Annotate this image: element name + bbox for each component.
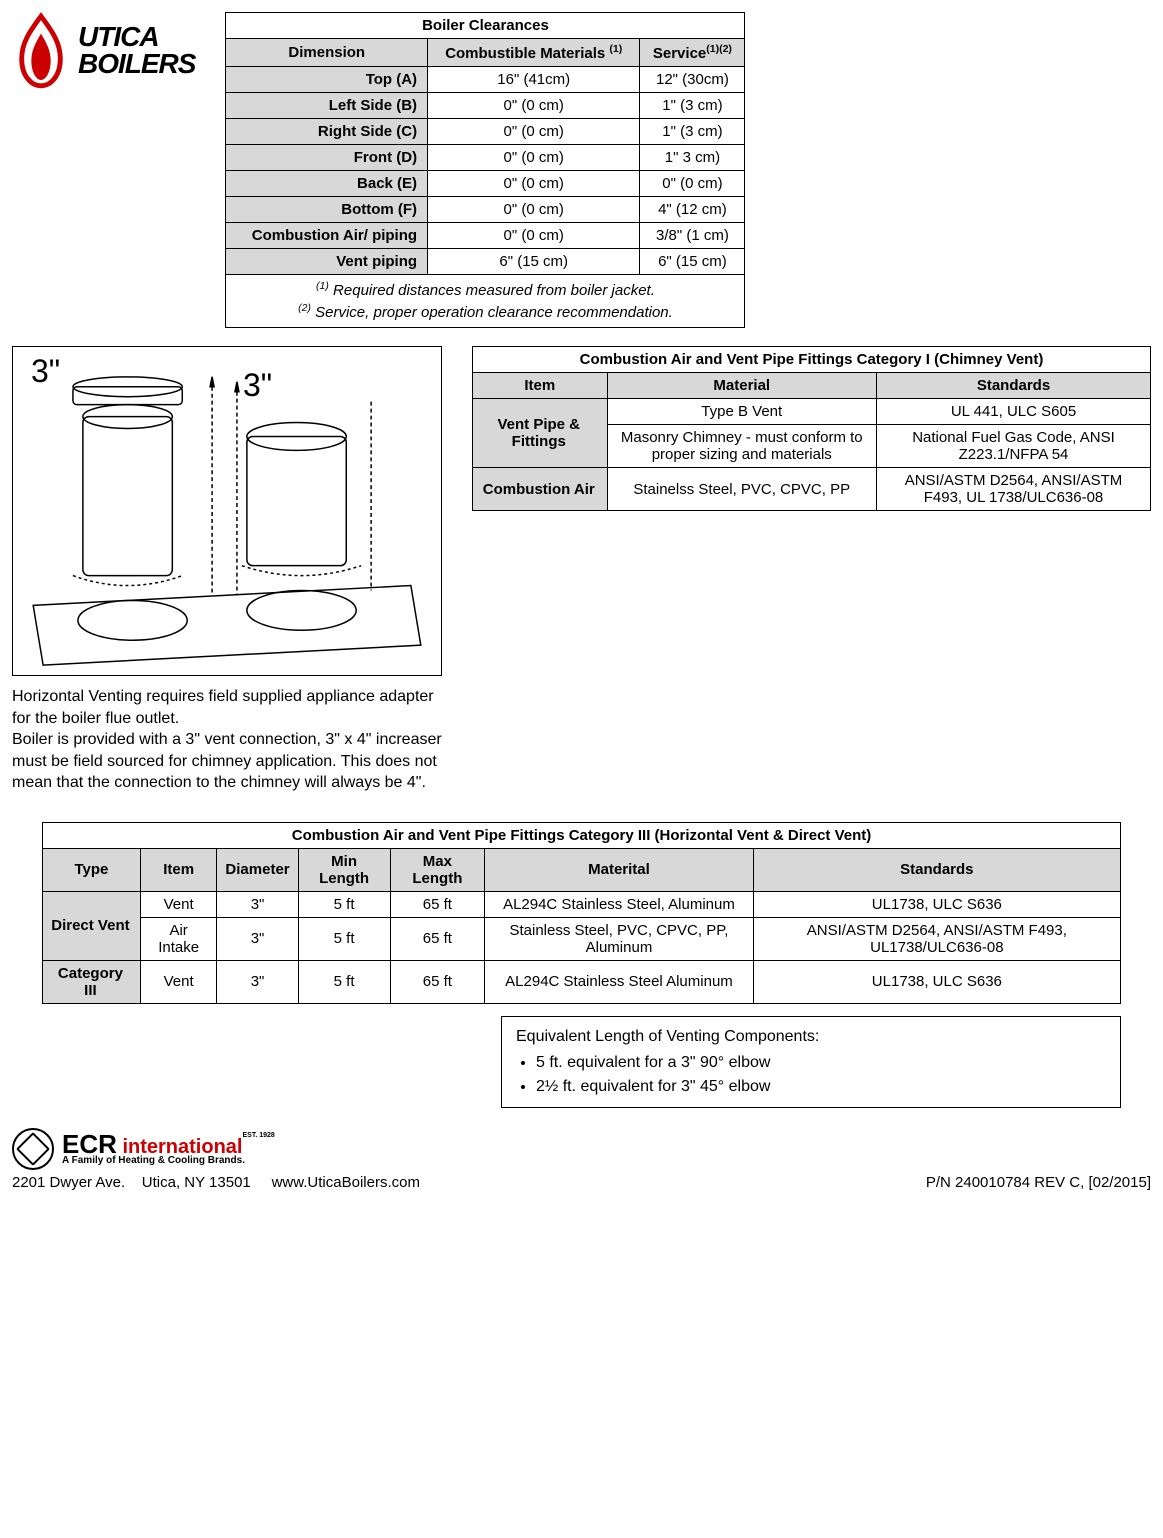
cat3-hdr-min: Min Length — [298, 848, 390, 891]
clearance-combustible: 0" (0 cm) — [428, 197, 640, 223]
logo-line1: UTICA — [78, 24, 195, 51]
clearances-table: Boiler Clearances Dimension Combustible … — [225, 12, 745, 328]
ecr-logo: ECR internationalEST. 1928 A Family of H… — [12, 1128, 420, 1170]
clearance-combustible: 16" (41cm) — [428, 67, 640, 93]
cat3-r0-item: Vent — [140, 891, 217, 917]
ecr-tagline: A Family of Heating & Cooling Brands. — [62, 1156, 275, 1165]
clearance-service: 1" (3 cm) — [640, 119, 745, 145]
cat1-r3-m: Stainelss Steel, PVC, CPVC, PP — [607, 468, 877, 511]
cat3-r0-std: UL1738, ULC S636 — [753, 891, 1120, 917]
clearances-title: Boiler Clearances — [226, 13, 745, 39]
dim-left: 3" — [31, 353, 60, 390]
cat3-r2-item: Vent — [140, 960, 217, 1003]
cat1-table: Combustion Air and Vent Pipe Fittings Ca… — [472, 346, 1151, 511]
cat1-hdr-standards: Standards — [877, 373, 1151, 399]
cat3-r1-mat: Stainless Steel, PVC, CPVC, PP, Aluminum — [485, 917, 753, 960]
cat1-r2-s: National Fuel Gas Code, ANSI Z223.1/NFPA… — [877, 425, 1151, 468]
clearance-service: 1" (3 cm) — [640, 93, 745, 119]
equiv-title: Equivalent Length of Venting Components: — [516, 1025, 1106, 1049]
cat1-r2-m: Masonry Chimney - must conform to proper… — [607, 425, 877, 468]
vent-diagram: 3" 3" — [12, 346, 442, 676]
cat1-hdr-material: Material — [607, 373, 877, 399]
clearance-row-label: Back (E) — [226, 171, 428, 197]
equiv-b2: 2½ ft. equivalent for 3" 45° elbow — [536, 1075, 1106, 1099]
clearance-service: 12" (30cm) — [640, 67, 745, 93]
cat3-hdr-mat: Materital — [485, 848, 753, 891]
cat3-r0-max: 65 ft — [390, 891, 485, 917]
footer-address: 2201 Dwyer Ave. Utica, NY 13501 www.Utic… — [12, 1174, 420, 1191]
ecr-est: EST. 1928 — [242, 1132, 274, 1139]
cat1-r1-m: Type B Vent — [607, 399, 877, 425]
cat3-r1-dia: 3" — [217, 917, 298, 960]
clearance-service: 0" (0 cm) — [640, 171, 745, 197]
cat1-hdr-item: Item — [473, 373, 608, 399]
clearance-row-label: Left Side (B) — [226, 93, 428, 119]
cat3-hdr-std: Standards — [753, 848, 1120, 891]
cat1-r1-s: UL 441, ULC S605 — [877, 399, 1151, 425]
hdr-combustible: Combustible Materials (1) — [428, 39, 640, 67]
cat3-r2-dia: 3" — [217, 960, 298, 1003]
clearance-service: 1" 3 cm) — [640, 145, 745, 171]
logo-line2: BOILERS — [78, 51, 195, 78]
cat3-r2-std: UL1738, ULC S636 — [753, 960, 1120, 1003]
clearance-service: 6" (15 cm) — [640, 249, 745, 275]
cat3-r0-mat: AL294C Stainless Steel, Aluminum — [485, 891, 753, 917]
cat1-r3-s: ANSI/ASTM D2564, ANSI/ASTM F493, UL 1738… — [877, 468, 1151, 511]
cat3-hdr-type: Type — [43, 848, 141, 891]
cat3-direct-vent: Direct Vent — [43, 891, 141, 960]
hdr-service: Service(1)(2) — [640, 39, 745, 67]
clearance-service: 4" (12 cm) — [640, 197, 745, 223]
ecr-icon — [12, 1128, 54, 1170]
cat3-r2-max: 65 ft — [390, 960, 485, 1003]
cat3-r1-std: ANSI/ASTM D2564, ANSI/ASTM F493, UL1738/… — [753, 917, 1120, 960]
cat3-r1-item: Air Intake — [140, 917, 217, 960]
clearance-combustible: 6" (15 cm) — [428, 249, 640, 275]
hdr-dimension: Dimension — [226, 39, 428, 67]
cat3-r0-dia: 3" — [217, 891, 298, 917]
clearance-row-label: Front (D) — [226, 145, 428, 171]
clearance-row-label: Vent piping — [226, 249, 428, 275]
cat3-r0-min: 5 ft — [298, 891, 390, 917]
clearance-combustible: 0" (0 cm) — [428, 119, 640, 145]
clearance-row-label: Bottom (F) — [226, 197, 428, 223]
flame-icon — [12, 12, 70, 90]
clearances-footnotes: (1) Required distances measured from boi… — [226, 275, 745, 328]
equivalent-length-box: Equivalent Length of Venting Components:… — [501, 1016, 1121, 1108]
cat3-category-iii: Category III — [43, 960, 141, 1003]
cat3-table: Combustion Air and Vent Pipe Fittings Ca… — [42, 822, 1121, 1004]
cat3-r1-max: 65 ft — [390, 917, 485, 960]
cat1-title: Combustion Air and Vent Pipe Fittings Ca… — [473, 347, 1151, 373]
clearance-combustible: 0" (0 cm) — [428, 223, 640, 249]
clearance-service: 3/8" (1 cm) — [640, 223, 745, 249]
footer-partno: P/N 240010784 REV C, [02/2015] — [926, 1174, 1151, 1191]
cat1-combustion-air: Combustion Air — [473, 468, 608, 511]
equiv-b1: 5 ft. equivalent for a 3" 90° elbow — [536, 1051, 1106, 1075]
cat3-hdr-dia: Diameter — [217, 848, 298, 891]
diagram-caption: Horizontal Venting requires field suppli… — [12, 686, 442, 794]
cat1-vent-pipe: Vent Pipe & Fittings — [473, 399, 608, 468]
cat3-hdr-item: Item — [140, 848, 217, 891]
cat3-r2-mat: AL294C Stainless Steel Aluminum — [485, 960, 753, 1003]
clearance-row-label: Right Side (C) — [226, 119, 428, 145]
dim-right: 3" — [243, 367, 272, 404]
clearance-combustible: 0" (0 cm) — [428, 171, 640, 197]
clearance-combustible: 0" (0 cm) — [428, 145, 640, 171]
cat3-title: Combustion Air and Vent Pipe Fittings Ca… — [43, 822, 1121, 848]
clearance-row-label: Combustion Air/ piping — [226, 223, 428, 249]
clearance-row-label: Top (A) — [226, 67, 428, 93]
cat3-r1-min: 5 ft — [298, 917, 390, 960]
utica-logo: UTICA BOILERS — [12, 12, 195, 90]
clearance-combustible: 0" (0 cm) — [428, 93, 640, 119]
cat3-r2-min: 5 ft — [298, 960, 390, 1003]
cat3-hdr-max: Max Length — [390, 848, 485, 891]
